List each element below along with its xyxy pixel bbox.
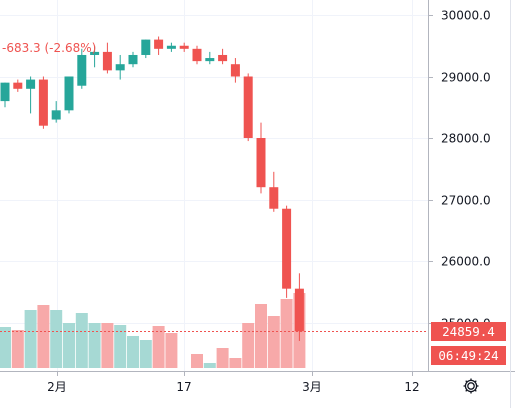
price-axis[interactable]: 30000.029000.028000.027000.026000.025000… <box>428 9 491 331</box>
volume-bar <box>11 330 24 368</box>
candle <box>90 45 100 68</box>
candle <box>269 171 279 212</box>
candle <box>51 101 61 123</box>
time-axis[interactable]: 2月 17 3月 12 <box>47 371 420 394</box>
volume-bar <box>139 340 152 368</box>
volume-bar <box>203 363 216 368</box>
candle <box>230 58 240 83</box>
candle <box>0 82 10 108</box>
candle-body <box>128 54 138 65</box>
candle-body <box>243 76 253 138</box>
candle-body <box>205 58 215 62</box>
volume-bar <box>280 299 293 368</box>
candle <box>243 73 253 142</box>
volume-bar <box>242 323 255 368</box>
volume-bar <box>88 323 101 368</box>
volume-bar <box>114 325 127 368</box>
volume-bar <box>165 333 178 368</box>
volume-bar <box>0 327 11 368</box>
volume-bar <box>229 358 242 368</box>
candle <box>282 205 292 298</box>
price-tick-label: 30000.0 <box>441 9 491 23</box>
volume-bar <box>216 348 229 368</box>
price-tick-label: 29000.0 <box>441 71 491 85</box>
candle <box>13 79 23 92</box>
candle-body <box>154 39 164 49</box>
candle-body <box>294 288 304 332</box>
volume-bars <box>0 293 306 368</box>
time-tick-label: 2月 <box>47 380 67 394</box>
volume-bar <box>37 305 50 368</box>
candle <box>218 48 228 65</box>
candle <box>26 76 36 114</box>
candle-body <box>77 54 87 86</box>
candle-body <box>218 54 228 62</box>
candle-body <box>256 138 266 188</box>
volume-bar <box>255 304 267 368</box>
candle-body <box>192 48 202 62</box>
volume-bar <box>101 323 114 368</box>
grid-lines <box>0 0 428 371</box>
time-tick-label: 17 <box>176 380 191 394</box>
candle-body <box>26 79 36 89</box>
volume-bar <box>24 310 37 368</box>
candle-body <box>90 51 100 55</box>
candle <box>115 54 125 80</box>
candle <box>128 51 138 68</box>
candle <box>192 45 202 65</box>
candle-body <box>179 45 189 49</box>
countdown-tag: 06:49:24 <box>431 345 506 365</box>
candle-body <box>115 64 125 71</box>
candle-body <box>51 110 61 120</box>
candle <box>141 39 151 59</box>
change-value: -683.3 (-2.68%) <box>2 41 97 55</box>
time-tick-label: 3月 <box>302 380 322 394</box>
price-tick-label: 27000.0 <box>441 194 491 208</box>
candle <box>154 36 164 55</box>
candle <box>166 42 176 52</box>
volume-bar <box>75 313 88 368</box>
candle-body <box>102 51 112 71</box>
candle <box>77 48 87 89</box>
time-tick-label: 12 <box>404 380 419 394</box>
candle-body <box>38 79 48 126</box>
gear-icon[interactable] <box>461 376 481 396</box>
candle <box>179 42 189 52</box>
volume-bar <box>63 323 75 368</box>
candle <box>64 76 74 114</box>
candle-body <box>13 82 23 89</box>
candle-body <box>141 39 151 55</box>
price-tick-label: 28000.0 <box>441 132 491 146</box>
last-price-tag: 24859.4 <box>431 321 506 341</box>
candle-body <box>230 64 240 77</box>
volume-bar <box>267 316 280 368</box>
volume-bar <box>191 354 203 368</box>
candle-body <box>166 45 176 49</box>
candle <box>294 273 304 341</box>
change-readout: -683.3 (-2.68%) <box>2 41 96 55</box>
candle <box>205 51 215 65</box>
candle-body <box>64 76 74 111</box>
price-tick-label: 26000.0 <box>441 255 491 269</box>
candle-body <box>269 187 279 209</box>
volume-bar <box>50 310 63 368</box>
volume-bar <box>152 326 165 368</box>
candles <box>0 36 304 341</box>
candle <box>256 122 266 194</box>
candle <box>38 76 48 129</box>
volume-bar <box>127 336 139 368</box>
candle-body <box>282 208 292 289</box>
candle-body <box>0 82 10 102</box>
candle <box>102 42 112 74</box>
